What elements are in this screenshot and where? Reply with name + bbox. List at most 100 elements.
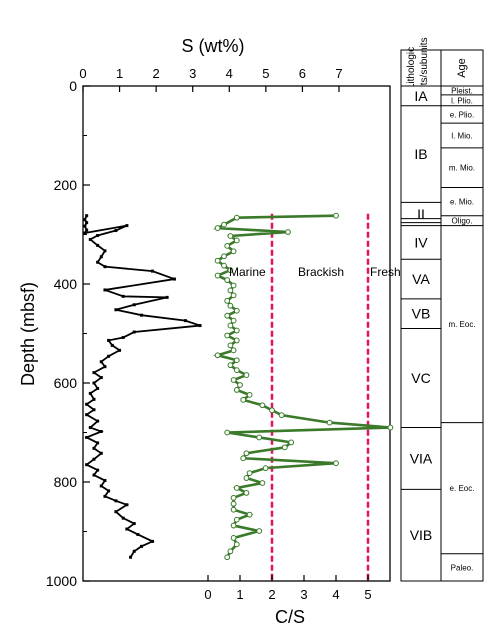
sulfur-point bbox=[136, 532, 140, 536]
sulfur-point bbox=[121, 335, 125, 339]
cs-ratio-point bbox=[243, 450, 250, 457]
cs-ratio-point bbox=[237, 382, 243, 388]
sulfur-point bbox=[132, 549, 136, 553]
lithologic-unit-label: VIB bbox=[410, 527, 433, 543]
sulfur-point bbox=[99, 430, 103, 434]
age-label: Paleo. bbox=[451, 563, 474, 572]
cs-ratio-point bbox=[333, 212, 339, 219]
sulfur-point bbox=[85, 228, 89, 232]
cs-ratio-point bbox=[224, 297, 231, 304]
cs-ratio-point bbox=[227, 267, 234, 274]
sulfur-point bbox=[92, 371, 96, 375]
s-tick-label: 6 bbox=[299, 66, 306, 81]
sulfur-point bbox=[88, 237, 92, 241]
sulfur-point bbox=[85, 221, 89, 225]
cs-ratio-point bbox=[259, 402, 266, 409]
sulfur-point bbox=[96, 386, 100, 390]
cs-ratio-point bbox=[221, 221, 227, 228]
sulfur-point bbox=[88, 391, 92, 395]
cs-ratio-point bbox=[227, 302, 234, 309]
cs-ratio-point bbox=[230, 292, 237, 299]
age-label: l. Mio. bbox=[451, 132, 472, 141]
cs-tick-label: 3 bbox=[300, 587, 307, 602]
cs-ratio-point bbox=[240, 396, 247, 403]
cs-ratio-point bbox=[259, 480, 266, 486]
cs-ratio-point bbox=[230, 377, 237, 383]
cs-ratio-point bbox=[214, 352, 221, 359]
cs-ratio-point bbox=[230, 506, 237, 513]
sulfur-point bbox=[92, 381, 96, 385]
age-label: e. Mio. bbox=[450, 198, 474, 207]
cs-ratio-point bbox=[387, 424, 394, 431]
age-label: l. Plio. bbox=[451, 96, 473, 105]
cs-ratio-point bbox=[233, 237, 240, 244]
cs-ratio-point bbox=[240, 455, 247, 462]
sulfur-point bbox=[99, 360, 103, 364]
cs-ratio-point bbox=[221, 253, 227, 260]
cs-ratio-point bbox=[233, 541, 240, 548]
sulfur-point bbox=[96, 468, 100, 472]
sulfur-point bbox=[132, 330, 136, 334]
sulfur-point bbox=[99, 255, 103, 259]
cs-ratio-point bbox=[233, 214, 240, 221]
sulfur-point bbox=[83, 224, 87, 228]
sulfur-point bbox=[114, 510, 118, 514]
cs-ratio-point bbox=[233, 357, 240, 364]
cs-ratio-point bbox=[230, 535, 237, 541]
cs-ratio-point bbox=[246, 470, 253, 476]
depth-axis-ticks: 0 200 400 600 800 1000 bbox=[46, 78, 90, 589]
cs-ratio-point bbox=[246, 511, 253, 518]
sulfur-point bbox=[107, 338, 111, 342]
cs-ratio-point bbox=[243, 475, 250, 481]
sulfur-point bbox=[165, 295, 169, 299]
sulfur-point bbox=[107, 354, 111, 358]
cs-ratio-point bbox=[227, 287, 234, 294]
s-tick-label: 3 bbox=[189, 66, 196, 81]
cs-ratio-point bbox=[243, 489, 250, 496]
lithology-column: Lithologic units/subunits Age IA IB II IV VA… bbox=[400, 37, 484, 582]
sulfur-point bbox=[150, 539, 154, 543]
s-tick-label: 7 bbox=[335, 66, 342, 81]
sulfur-point bbox=[99, 451, 103, 455]
cs-ratio-point bbox=[230, 248, 237, 255]
cs-ratio-point bbox=[278, 412, 285, 419]
sulfur-point bbox=[83, 231, 87, 235]
sulfur-point bbox=[103, 265, 107, 269]
cs-ratio-point bbox=[214, 272, 221, 279]
sulfur-point bbox=[150, 269, 154, 273]
s-axis-ticks: 0 1 2 3 4 5 6 7 bbox=[79, 66, 343, 92]
plot-frame bbox=[82, 85, 391, 582]
cs-tick-label: 0 bbox=[204, 587, 211, 602]
lithology-age-header: Age bbox=[456, 58, 468, 78]
sulfur-point bbox=[107, 489, 111, 493]
sulfur-point bbox=[103, 365, 107, 369]
sulfur-point bbox=[88, 426, 92, 430]
lithology-units-header-line1: Lithologic bbox=[406, 47, 417, 89]
cs-ratio-point bbox=[233, 387, 240, 393]
s-tick-label: 2 bbox=[153, 66, 160, 81]
sulfur-point bbox=[92, 457, 96, 461]
lithologic-unit-label: IA bbox=[414, 88, 428, 104]
sulfur-point bbox=[85, 435, 89, 439]
cs-ratio-point bbox=[285, 229, 291, 235]
sulfur-point bbox=[92, 408, 96, 412]
sulfur-line bbox=[83, 215, 201, 558]
sulfur-point bbox=[96, 260, 100, 264]
cs-ratio-point bbox=[227, 362, 234, 369]
cs-ratio-point bbox=[243, 372, 250, 378]
cs-ratio-point bbox=[230, 317, 237, 324]
cs-ratio-point bbox=[227, 548, 234, 555]
cs-ratio-point bbox=[230, 500, 237, 507]
cs-ratio-point bbox=[256, 434, 263, 441]
lithologic-unit-label: IB bbox=[414, 146, 427, 162]
cs-ratio-point bbox=[333, 460, 339, 467]
sulfur-point bbox=[183, 319, 187, 323]
s-tick-label: 5 bbox=[262, 66, 269, 81]
s-axis-title: S (wt%) bbox=[182, 36, 245, 56]
cs-ratio-point bbox=[230, 282, 237, 289]
lithologic-unit-label: IV bbox=[414, 234, 428, 250]
sulfur-point bbox=[114, 229, 118, 233]
cs-ratio-point bbox=[230, 522, 237, 529]
sulfur-point bbox=[118, 348, 122, 352]
